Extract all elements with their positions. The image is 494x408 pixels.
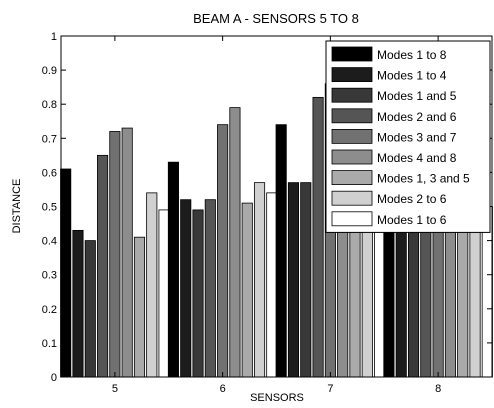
y-tick-label: 0.2 [42, 304, 57, 316]
x-tick-label: 7 [327, 383, 333, 395]
bar-6-series-5 [217, 124, 229, 378]
legend-label: Modes 3 and 7 [377, 130, 457, 144]
bar-5-series-7 [133, 236, 146, 378]
legend-swatch [331, 170, 373, 186]
y-tick-label: 0.8 [42, 99, 57, 111]
y-axis-label: DISTANCE [11, 179, 23, 234]
bar-7-series-4 [312, 96, 324, 378]
y-tick-label: 0.3 [42, 270, 57, 282]
legend-label: Modes 2 to 6 [377, 192, 447, 206]
legend-label: Modes 1 to 4 [377, 69, 447, 83]
bar-7-series-3 [300, 182, 312, 378]
y-tick-label: 0.1 [42, 338, 57, 350]
bar-5-series-8 [146, 192, 158, 378]
y-tick-label: 0 [51, 372, 57, 384]
bar-7-series-2 [287, 182, 300, 378]
bar-5-series-4 [97, 154, 109, 378]
x-tick-label: 8 [435, 383, 441, 395]
legend-swatch [331, 211, 373, 227]
bar-6-series-2 [180, 199, 192, 378]
bar-8-series-7 [457, 226, 469, 378]
bar-5-series-1 [60, 168, 72, 378]
bar-5-series-5 [109, 131, 121, 378]
legend: Modes 1 to 8 Modes 1 to 4 Modes 1 and 5 Mod… [325, 40, 491, 233]
bar-6-series-8 [253, 182, 266, 378]
legend-swatch [331, 128, 373, 144]
legend-swatch [331, 87, 373, 103]
legend-swatch [331, 108, 373, 124]
y-tick-label: 0.7 [42, 133, 57, 145]
x-axis-label: SENSORS [250, 392, 304, 404]
legend-swatch [331, 149, 373, 165]
legend-swatch [331, 46, 373, 62]
bar-5-series-2 [72, 229, 84, 378]
y-tick-label: 0.5 [42, 202, 57, 214]
bar-6-series-9 [266, 192, 278, 378]
bar-6-series-4 [204, 199, 216, 378]
bar-6-series-3 [192, 209, 204, 378]
y-tick-label: 1 [51, 31, 57, 43]
legend-label: Modes 1 to 6 [377, 213, 447, 227]
bar-8-series-8 [469, 212, 481, 378]
x-tick-label: 5 [112, 383, 118, 395]
legend-label: Modes 1, 3 and 5 [377, 172, 470, 186]
x-tick-label: 6 [220, 383, 226, 395]
y-tick-label: 0.4 [42, 236, 57, 248]
bar-5-series-6 [121, 127, 133, 378]
bar-5-series-3 [84, 240, 96, 378]
legend-label: Modes 2 and 6 [377, 110, 457, 124]
bar-6-series-7 [241, 202, 253, 378]
bar-8-series-2 [395, 219, 407, 378]
legend-swatch [331, 190, 373, 206]
bar-8-series-3 [407, 212, 420, 378]
bar-5-series-9 [158, 209, 170, 378]
bar-7-series-1 [275, 124, 287, 378]
chart-title: BEAM A - SENSORS 5 TO 8 [193, 11, 359, 26]
bar-6-series-6 [229, 107, 241, 378]
y-tick-label: 0.6 [42, 167, 57, 179]
legend-label: Modes 1 to 8 [377, 48, 447, 62]
bar-6-series-1 [167, 161, 179, 378]
legend-label: Modes 4 and 8 [377, 151, 457, 165]
axis-ticks: 5 6 7 8 0 0.1 0.2 0.3 0.4 0.5 0.6 0.7 0.8 0.9 1 [42, 31, 492, 395]
legend-label: Modes 1 and 5 [377, 89, 457, 103]
legend-swatch [331, 67, 373, 82]
y-tick-label: 0.9 [42, 65, 57, 77]
